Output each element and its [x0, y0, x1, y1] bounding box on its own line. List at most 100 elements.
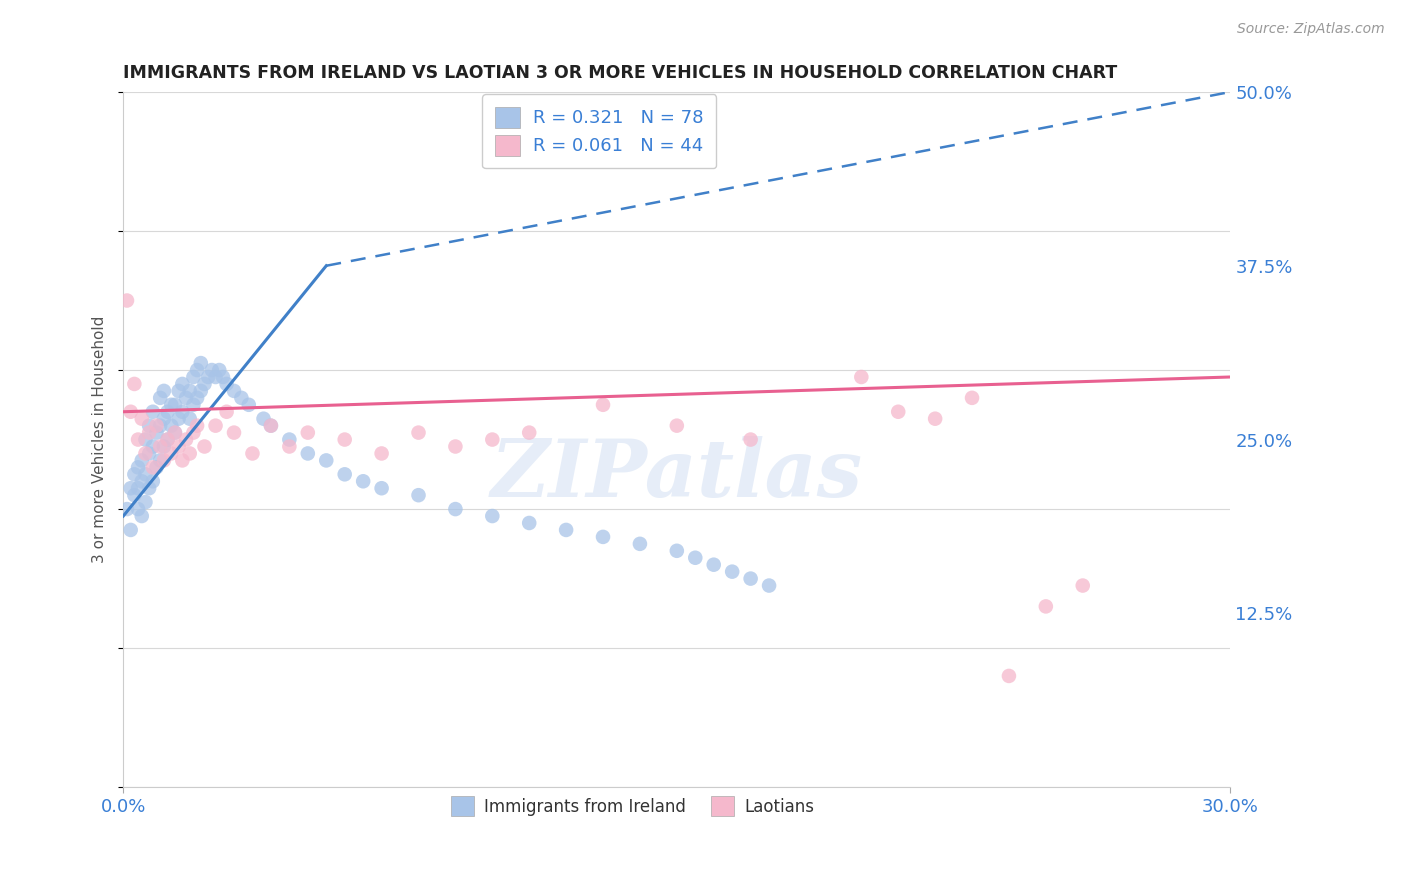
- Point: [517, 425, 540, 440]
- Point: [156, 433, 179, 447]
- Text: Source: ZipAtlas.com: Source: ZipAtlas.com: [1237, 22, 1385, 37]
- Point: [138, 446, 160, 460]
- Point: [167, 411, 190, 425]
- Point: [131, 475, 153, 489]
- Point: [145, 418, 167, 433]
- Point: [444, 440, 467, 454]
- Point: [145, 425, 167, 440]
- Point: [124, 488, 146, 502]
- Text: IMMIGRANTS FROM IRELAND VS LAOTIAN 3 OR MORE VEHICLES IN HOUSEHOLD CORRELATION C: IMMIGRANTS FROM IRELAND VS LAOTIAN 3 OR …: [124, 64, 1118, 82]
- Point: [592, 398, 614, 412]
- Point: [887, 405, 910, 419]
- Point: [183, 370, 205, 384]
- Point: [149, 440, 172, 454]
- Point: [142, 440, 165, 454]
- Point: [278, 433, 301, 447]
- Point: [315, 453, 337, 467]
- Point: [215, 376, 238, 391]
- Y-axis label: 3 or more Vehicles in Household: 3 or more Vehicles in Household: [93, 316, 107, 563]
- Point: [408, 425, 430, 440]
- Point: [193, 440, 215, 454]
- Point: [153, 453, 176, 467]
- Point: [127, 433, 149, 447]
- Point: [163, 425, 186, 440]
- Point: [174, 391, 197, 405]
- Point: [138, 425, 160, 440]
- Point: [186, 363, 208, 377]
- Point: [142, 405, 165, 419]
- Point: [149, 418, 172, 433]
- Point: [665, 543, 688, 558]
- Point: [1071, 578, 1094, 592]
- Point: [197, 370, 219, 384]
- Legend: Immigrants from Ireland, Laotians: Immigrants from Ireland, Laotians: [443, 789, 823, 824]
- Point: [153, 440, 176, 454]
- Point: [131, 411, 153, 425]
- Point: [444, 502, 467, 516]
- Point: [721, 565, 744, 579]
- Point: [592, 530, 614, 544]
- Point: [186, 391, 208, 405]
- Point: [204, 370, 226, 384]
- Point: [120, 523, 142, 537]
- Point: [174, 433, 197, 447]
- Point: [120, 481, 142, 495]
- Point: [204, 418, 226, 433]
- Point: [127, 481, 149, 495]
- Point: [685, 550, 707, 565]
- Point: [138, 418, 160, 433]
- Point: [138, 481, 160, 495]
- Point: [156, 405, 179, 419]
- Point: [172, 376, 194, 391]
- Point: [222, 425, 245, 440]
- Point: [124, 467, 146, 482]
- Text: ZIPatlas: ZIPatlas: [491, 435, 863, 513]
- Point: [142, 460, 165, 475]
- Point: [160, 418, 183, 433]
- Point: [517, 516, 540, 530]
- Point: [156, 433, 179, 447]
- Point: [481, 433, 503, 447]
- Point: [163, 398, 186, 412]
- Point: [160, 398, 183, 412]
- Point: [628, 537, 651, 551]
- Point: [179, 411, 201, 425]
- Point: [142, 475, 165, 489]
- Point: [208, 363, 231, 377]
- Point: [160, 446, 183, 460]
- Point: [172, 453, 194, 467]
- Point: [124, 376, 146, 391]
- Point: [190, 356, 212, 370]
- Point: [115, 502, 138, 516]
- Point: [851, 370, 873, 384]
- Point: [740, 433, 762, 447]
- Point: [297, 425, 319, 440]
- Point: [149, 391, 172, 405]
- Point: [201, 363, 224, 377]
- Point: [127, 502, 149, 516]
- Point: [163, 425, 186, 440]
- Point: [212, 370, 235, 384]
- Point: [758, 578, 780, 592]
- Point: [134, 467, 156, 482]
- Point: [120, 405, 142, 419]
- Point: [408, 488, 430, 502]
- Point: [145, 460, 167, 475]
- Point: [1035, 599, 1057, 614]
- Point: [179, 446, 201, 460]
- Point: [231, 391, 253, 405]
- Point: [183, 425, 205, 440]
- Point: [333, 467, 356, 482]
- Point: [190, 384, 212, 398]
- Point: [260, 418, 283, 433]
- Point: [352, 475, 374, 489]
- Point: [153, 384, 176, 398]
- Point: [481, 509, 503, 524]
- Point: [242, 446, 264, 460]
- Point: [215, 405, 238, 419]
- Point: [960, 391, 983, 405]
- Point: [193, 376, 215, 391]
- Point: [183, 398, 205, 412]
- Point: [115, 293, 138, 308]
- Point: [998, 669, 1021, 683]
